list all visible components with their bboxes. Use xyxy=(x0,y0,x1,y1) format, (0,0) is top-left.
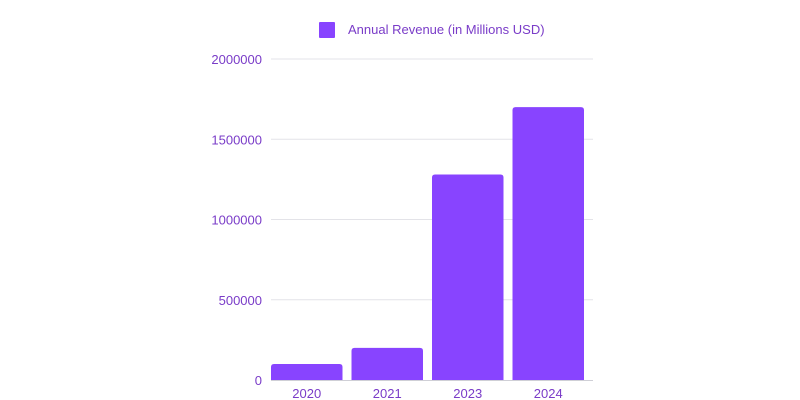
y-tick-label: 500000 xyxy=(219,293,262,308)
bar-2020[interactable] xyxy=(271,363,343,380)
legend-swatch xyxy=(319,22,335,38)
legend: Annual Revenue (in Millions USD) xyxy=(319,22,545,38)
x-tick-label: 2021 xyxy=(373,386,402,400)
legend-label: Annual Revenue (in Millions USD) xyxy=(348,22,545,37)
y-tick-label: 1000000 xyxy=(211,213,262,228)
x-tick-label: 2023 xyxy=(453,386,482,400)
y-tick-label: 2000000 xyxy=(211,52,262,67)
x-axis-ticks: 2020 2021 2023 2024 xyxy=(292,386,562,400)
bars xyxy=(271,107,585,381)
x-tick-label: 2020 xyxy=(292,386,321,400)
bar-2021[interactable] xyxy=(351,347,424,380)
bar-2024[interactable] xyxy=(512,107,585,381)
y-axis-ticks: 0 500000 1000000 1500000 2000000 xyxy=(211,52,262,388)
y-tick-label: 0 xyxy=(255,373,262,388)
bar-2023[interactable] xyxy=(432,174,504,380)
y-tick-label: 1500000 xyxy=(211,132,262,147)
x-tick-label: 2024 xyxy=(534,386,563,400)
